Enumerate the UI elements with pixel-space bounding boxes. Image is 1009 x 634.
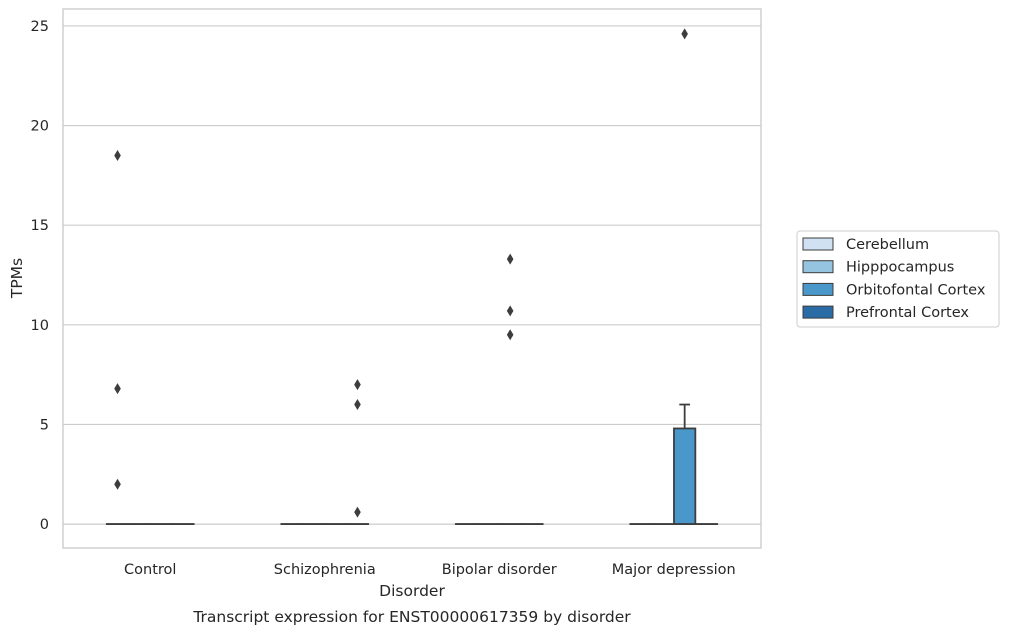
flier-point	[354, 379, 361, 391]
legend-frame	[796, 230, 1000, 328]
flier-point	[506, 305, 514, 317]
y-tick-label: 25	[31, 19, 49, 35]
boxes-layer	[105, 403, 719, 525]
x-axis-label: Disorder	[379, 582, 445, 600]
flier-point	[681, 28, 688, 40]
y-tick-label: 10	[31, 318, 49, 334]
x-tick-label: Major depression	[612, 562, 736, 578]
y-tick-label: 15	[31, 218, 49, 234]
box-group	[673, 403, 697, 525]
flier-point	[506, 253, 514, 265]
legend-swatch	[802, 237, 834, 251]
legend-label: Cerebellum	[846, 237, 929, 253]
plot-background	[63, 9, 761, 548]
flier-point	[354, 506, 361, 518]
flier-point	[354, 399, 361, 411]
legend-label: Hipppocampus	[846, 260, 954, 276]
x-tick-label: Control	[124, 562, 176, 578]
legend-swatch	[802, 305, 834, 319]
x-tick-label: Schizophrenia	[274, 562, 376, 578]
legend: Cerebellum Hipppocampus Orbitofontal Corte…	[796, 230, 1000, 328]
box-body	[673, 427, 697, 525]
x-tick-label: Bipolar disorder	[442, 562, 557, 578]
flier-point	[506, 329, 514, 341]
plot-frame	[62, 8, 762, 549]
legend-label: Orbitofontal Cortex	[846, 282, 986, 298]
legend-swatch	[802, 282, 834, 296]
y-tick-label: 5	[40, 417, 49, 433]
plot-area	[62, 8, 762, 549]
flier-point	[114, 383, 121, 395]
y-axis-ticks: 0 5 10 15 20 25	[31, 19, 49, 533]
fliers-layer	[114, 28, 688, 518]
y-tick-label: 20	[31, 119, 49, 135]
flier-point	[114, 149, 121, 161]
chart-caption: Transcript expression for ENST0000061735…	[192, 608, 631, 626]
y-tick-label: 0	[40, 517, 49, 533]
legend-swatch	[802, 260, 834, 274]
x-axis-ticks: Control Schizophrenia Bipolar disorder Majo…	[124, 562, 736, 578]
flier-point	[114, 478, 121, 490]
y-axis-label: TPMs	[8, 258, 26, 299]
legend-label: Prefrontal Cortex	[846, 305, 969, 321]
